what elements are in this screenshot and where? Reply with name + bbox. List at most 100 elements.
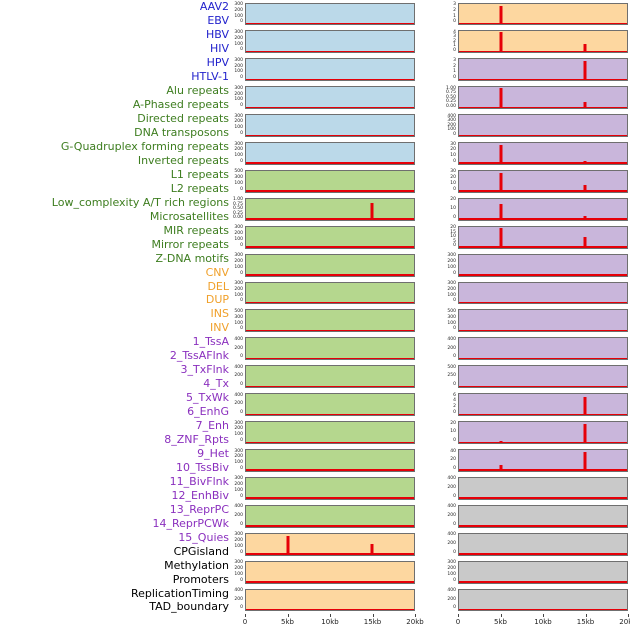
y-tick-label: 3: [453, 57, 456, 63]
y-tick-label: 0: [240, 354, 243, 360]
track-label: 12_EnhBiv: [171, 488, 229, 502]
density-panel-left: [245, 532, 415, 556]
y-tick-label: 0: [240, 47, 243, 53]
density-panel-left: [245, 225, 415, 249]
y-tick-label: 0.50: [445, 94, 456, 100]
y-tick-label: 0: [240, 465, 243, 471]
x-tick-label: 10kb: [321, 618, 339, 626]
density-baseline: [459, 22, 627, 25]
density-panel-left: [245, 476, 415, 500]
y-axis-ticks-left: 400 200 0: [229, 335, 245, 363]
track-group-row: Low_complexity A/T rich regions Microsate…: [0, 195, 630, 223]
density-panel-left: [245, 197, 415, 221]
density-baseline: [459, 190, 627, 192]
density-panel-right: [458, 309, 628, 333]
y-tick-label: 0: [240, 605, 243, 611]
column-gap: [415, 307, 442, 335]
x-axis: 0 5kb 10kb 15kb 20kb 0 5kb 10kb 15kb 20k…: [0, 614, 630, 630]
y-tick-label: 20: [450, 147, 456, 153]
density-panel-right: [458, 58, 628, 82]
y-tick-label: 0: [453, 186, 456, 192]
x-axis-left: 0 5kb 10kb 15kb 20kb: [243, 614, 424, 630]
density-panel-left: [245, 114, 415, 138]
y-tick-label: 100: [234, 41, 243, 47]
y-tick-label: 0: [453, 298, 456, 304]
y-axis-ticks-left: 300 200 100 0: [229, 0, 245, 28]
y-tick-label: 200: [447, 258, 456, 264]
y-tick-label: 300: [447, 253, 456, 259]
y-tick-label: 200: [234, 119, 243, 125]
y-tick-label: 20: [450, 420, 456, 426]
y-axis-ticks-left: 400 200 0: [229, 391, 245, 419]
y-tick-label: 200: [234, 147, 243, 153]
y-tick-label: 0: [453, 270, 456, 276]
density-baseline: [246, 525, 414, 527]
y-tick-label: 200: [234, 231, 243, 237]
y-tick-label: 15: [450, 229, 456, 235]
x-tick-mark: [415, 614, 416, 617]
y-tick-label: 10: [450, 234, 456, 240]
density-baseline: [246, 413, 414, 416]
x-tick-label: 0: [455, 618, 461, 626]
y-tick-label: 1: [453, 43, 456, 49]
x-axis-spacer-left: [0, 614, 245, 630]
density-panel-right: [458, 225, 628, 249]
track-label-pair: ReplicationTiming TAD_boundary: [0, 586, 229, 614]
density-spike: [370, 203, 374, 220]
density-panel-right: [458, 532, 628, 556]
track-label: 6_EnhG: [187, 405, 229, 419]
y-tick-label: 0: [453, 214, 456, 220]
y-axis-ticks-right: 400 200 0: [442, 530, 458, 558]
y-tick-label: 0: [453, 75, 456, 81]
x-tick-mark: [245, 614, 246, 617]
column-gap: [415, 363, 442, 391]
track-label: 9_Het: [197, 446, 229, 460]
y-tick-label: 0: [240, 242, 243, 248]
y-axis-ticks-right: 500 300 100 0: [442, 307, 458, 335]
density-spike: [499, 6, 503, 25]
y-tick-label: 200: [234, 91, 243, 97]
column-gap: [415, 223, 442, 251]
track-label: INV: [210, 321, 229, 335]
y-tick-label: 100: [234, 320, 243, 326]
y-tick-label: 300: [234, 560, 243, 566]
track-label-pair: 3_TxFlnk 4_Tx: [0, 363, 229, 391]
density-baseline: [459, 78, 627, 81]
density-spike: [499, 88, 503, 109]
y-tick-label: 100: [447, 571, 456, 577]
density-panel-right: [458, 253, 628, 277]
y-tick-label: 10: [450, 181, 456, 187]
y-tick-label: 300: [234, 476, 243, 482]
track-label: Low_complexity A/T rich regions: [51, 195, 229, 209]
y-axis-ticks-left: 300 200 100 0: [229, 84, 245, 112]
y-axis-ticks-left: 300 200 100 0: [229, 558, 245, 586]
track-label: HIV: [209, 42, 229, 56]
y-tick-label: 0: [240, 549, 243, 555]
y-tick-label: 300: [447, 560, 456, 566]
density-panel-right: [458, 588, 628, 612]
density-spike: [499, 32, 503, 53]
x-tick-label: 20kb: [619, 618, 630, 626]
y-tick-label: 4: [453, 29, 456, 35]
column-gap: [415, 84, 442, 112]
track-label: Promoters: [172, 572, 229, 586]
track-label: EBV: [207, 14, 229, 28]
track-label: 13_ReprPC: [169, 502, 229, 516]
y-tick-label: 1: [453, 69, 456, 75]
y-tick-label: 200: [447, 122, 456, 128]
x-tick-label: 20kb: [406, 618, 424, 626]
track-label-pair: 11_BivFlnk 12_EnhBiv: [0, 474, 229, 502]
y-tick-label: 200: [447, 596, 456, 602]
y-axis-ticks-left: 1.00 0.75 0.50 0.25 0.00: [229, 195, 245, 223]
y-tick-label: 2: [453, 63, 456, 69]
track-group-row: INS INV 500 300 100 0 500 300 100 0: [0, 307, 630, 335]
density-panel-left: [245, 560, 415, 584]
density-spike: [499, 440, 503, 443]
y-tick-label: 2: [453, 404, 456, 410]
density-baseline: [459, 385, 627, 388]
track-label-pair: Alu repeats A-Phased repeats: [0, 84, 229, 112]
column-gap: [415, 586, 442, 614]
track-label-pair: HPV HTLV-1: [0, 56, 229, 84]
track-label-pair: DEL DUP: [0, 279, 229, 307]
